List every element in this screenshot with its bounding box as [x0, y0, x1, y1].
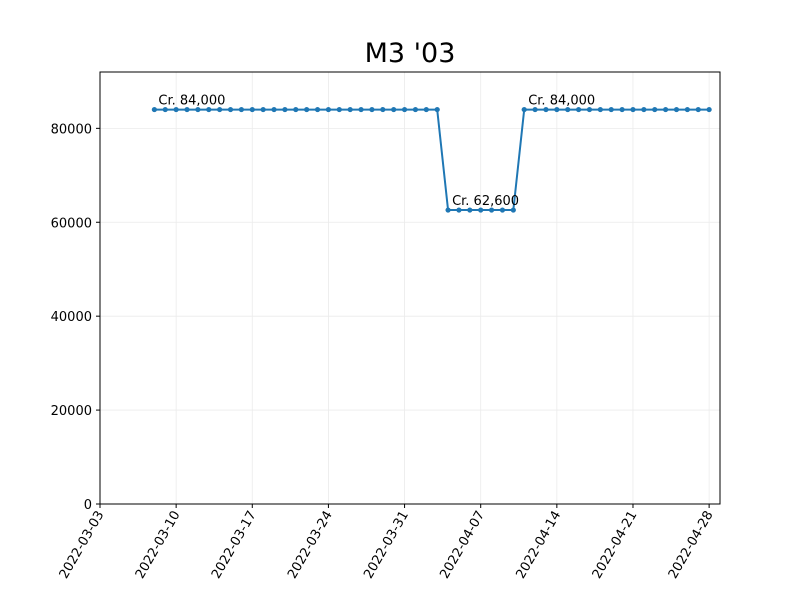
axes: 2022-03-03 2022-03-10 2022-03-17 2022-03-24…: [51, 71, 721, 582]
data-point: [543, 106, 549, 113]
data-point: [369, 106, 375, 113]
data-point: [380, 106, 386, 113]
data-point: [184, 106, 190, 113]
y-tick-label: 40000: [51, 310, 92, 325]
data-point: [532, 106, 538, 113]
series-layer: [151, 106, 712, 213]
x-tick-label: 2022-04-21: [590, 509, 641, 582]
price-annotation: Cr. 84,000: [528, 94, 595, 109]
data-point: [608, 106, 614, 113]
data-point: [173, 106, 179, 113]
y-tick-label: 20000: [51, 404, 92, 419]
chart-title: M3 '03: [364, 38, 456, 69]
x-tick-label: 2022-04-07: [437, 509, 488, 582]
data-point: [456, 207, 462, 213]
data-point: [619, 106, 625, 113]
data-point: [206, 106, 212, 113]
data-point: [641, 106, 647, 113]
data-point: [260, 106, 266, 113]
data-point: [652, 106, 658, 113]
data-point: [391, 106, 397, 113]
data-point: [510, 207, 516, 213]
data-point: [673, 106, 680, 113]
x-tick-label: 2022-04-14: [514, 509, 565, 582]
data-point: [478, 207, 484, 213]
data-point: [227, 106, 234, 113]
data-point: [423, 106, 429, 113]
data-point: [358, 106, 364, 113]
x-tick-label: 2022-03-10: [133, 509, 184, 582]
data-point: [282, 106, 288, 113]
data-point: [238, 106, 245, 113]
data-point: [597, 106, 603, 113]
data-point: [325, 106, 332, 113]
data-point: [488, 207, 495, 213]
data-point: [521, 106, 527, 113]
data-point: [195, 106, 201, 113]
y-tick-label: 80000: [51, 122, 92, 137]
data-point: [336, 106, 342, 113]
data-point: [293, 106, 299, 113]
data-point: [445, 207, 451, 213]
data-point: [706, 106, 712, 113]
data-point: [151, 106, 157, 113]
data-point: [412, 106, 419, 113]
x-tick-label: 2022-03-03: [57, 509, 108, 582]
data-point: [314, 106, 321, 113]
data-point: [434, 106, 440, 113]
data-point: [271, 106, 277, 113]
data-point: [162, 106, 168, 113]
x-tick-label: 2022-03-31: [361, 509, 412, 582]
price-annotation: Cr. 62,600: [452, 194, 519, 209]
price-annotation: Cr. 84,000: [158, 94, 225, 109]
y-tick-label: 60000: [51, 216, 92, 231]
data-point: [554, 106, 560, 113]
data-point: [401, 106, 408, 113]
data-point: [684, 106, 690, 113]
series-line: [154, 108, 710, 212]
data-point: [695, 106, 701, 113]
data-point: [467, 207, 473, 213]
data-point: [347, 106, 353, 113]
annotations: Cr. 84,000 Cr. 62,600 Cr. 84,000: [158, 94, 595, 209]
data-point: [586, 106, 593, 113]
data-point: [499, 207, 506, 213]
x-tick-label: 2022-04-28: [666, 509, 717, 582]
data-point: [630, 106, 636, 113]
data-point: [217, 106, 223, 113]
data-point: [249, 106, 255, 113]
data-point: [663, 106, 669, 113]
x-tick-label: 2022-03-17: [209, 509, 260, 582]
plot-frame: [99, 71, 721, 505]
y-tick-label: 0: [84, 498, 92, 513]
data-point: [565, 106, 571, 113]
data-point: [575, 106, 582, 113]
x-tick-label: 2022-03-24: [285, 509, 336, 582]
grid: [99, 72, 720, 505]
data-point: [304, 106, 310, 113]
